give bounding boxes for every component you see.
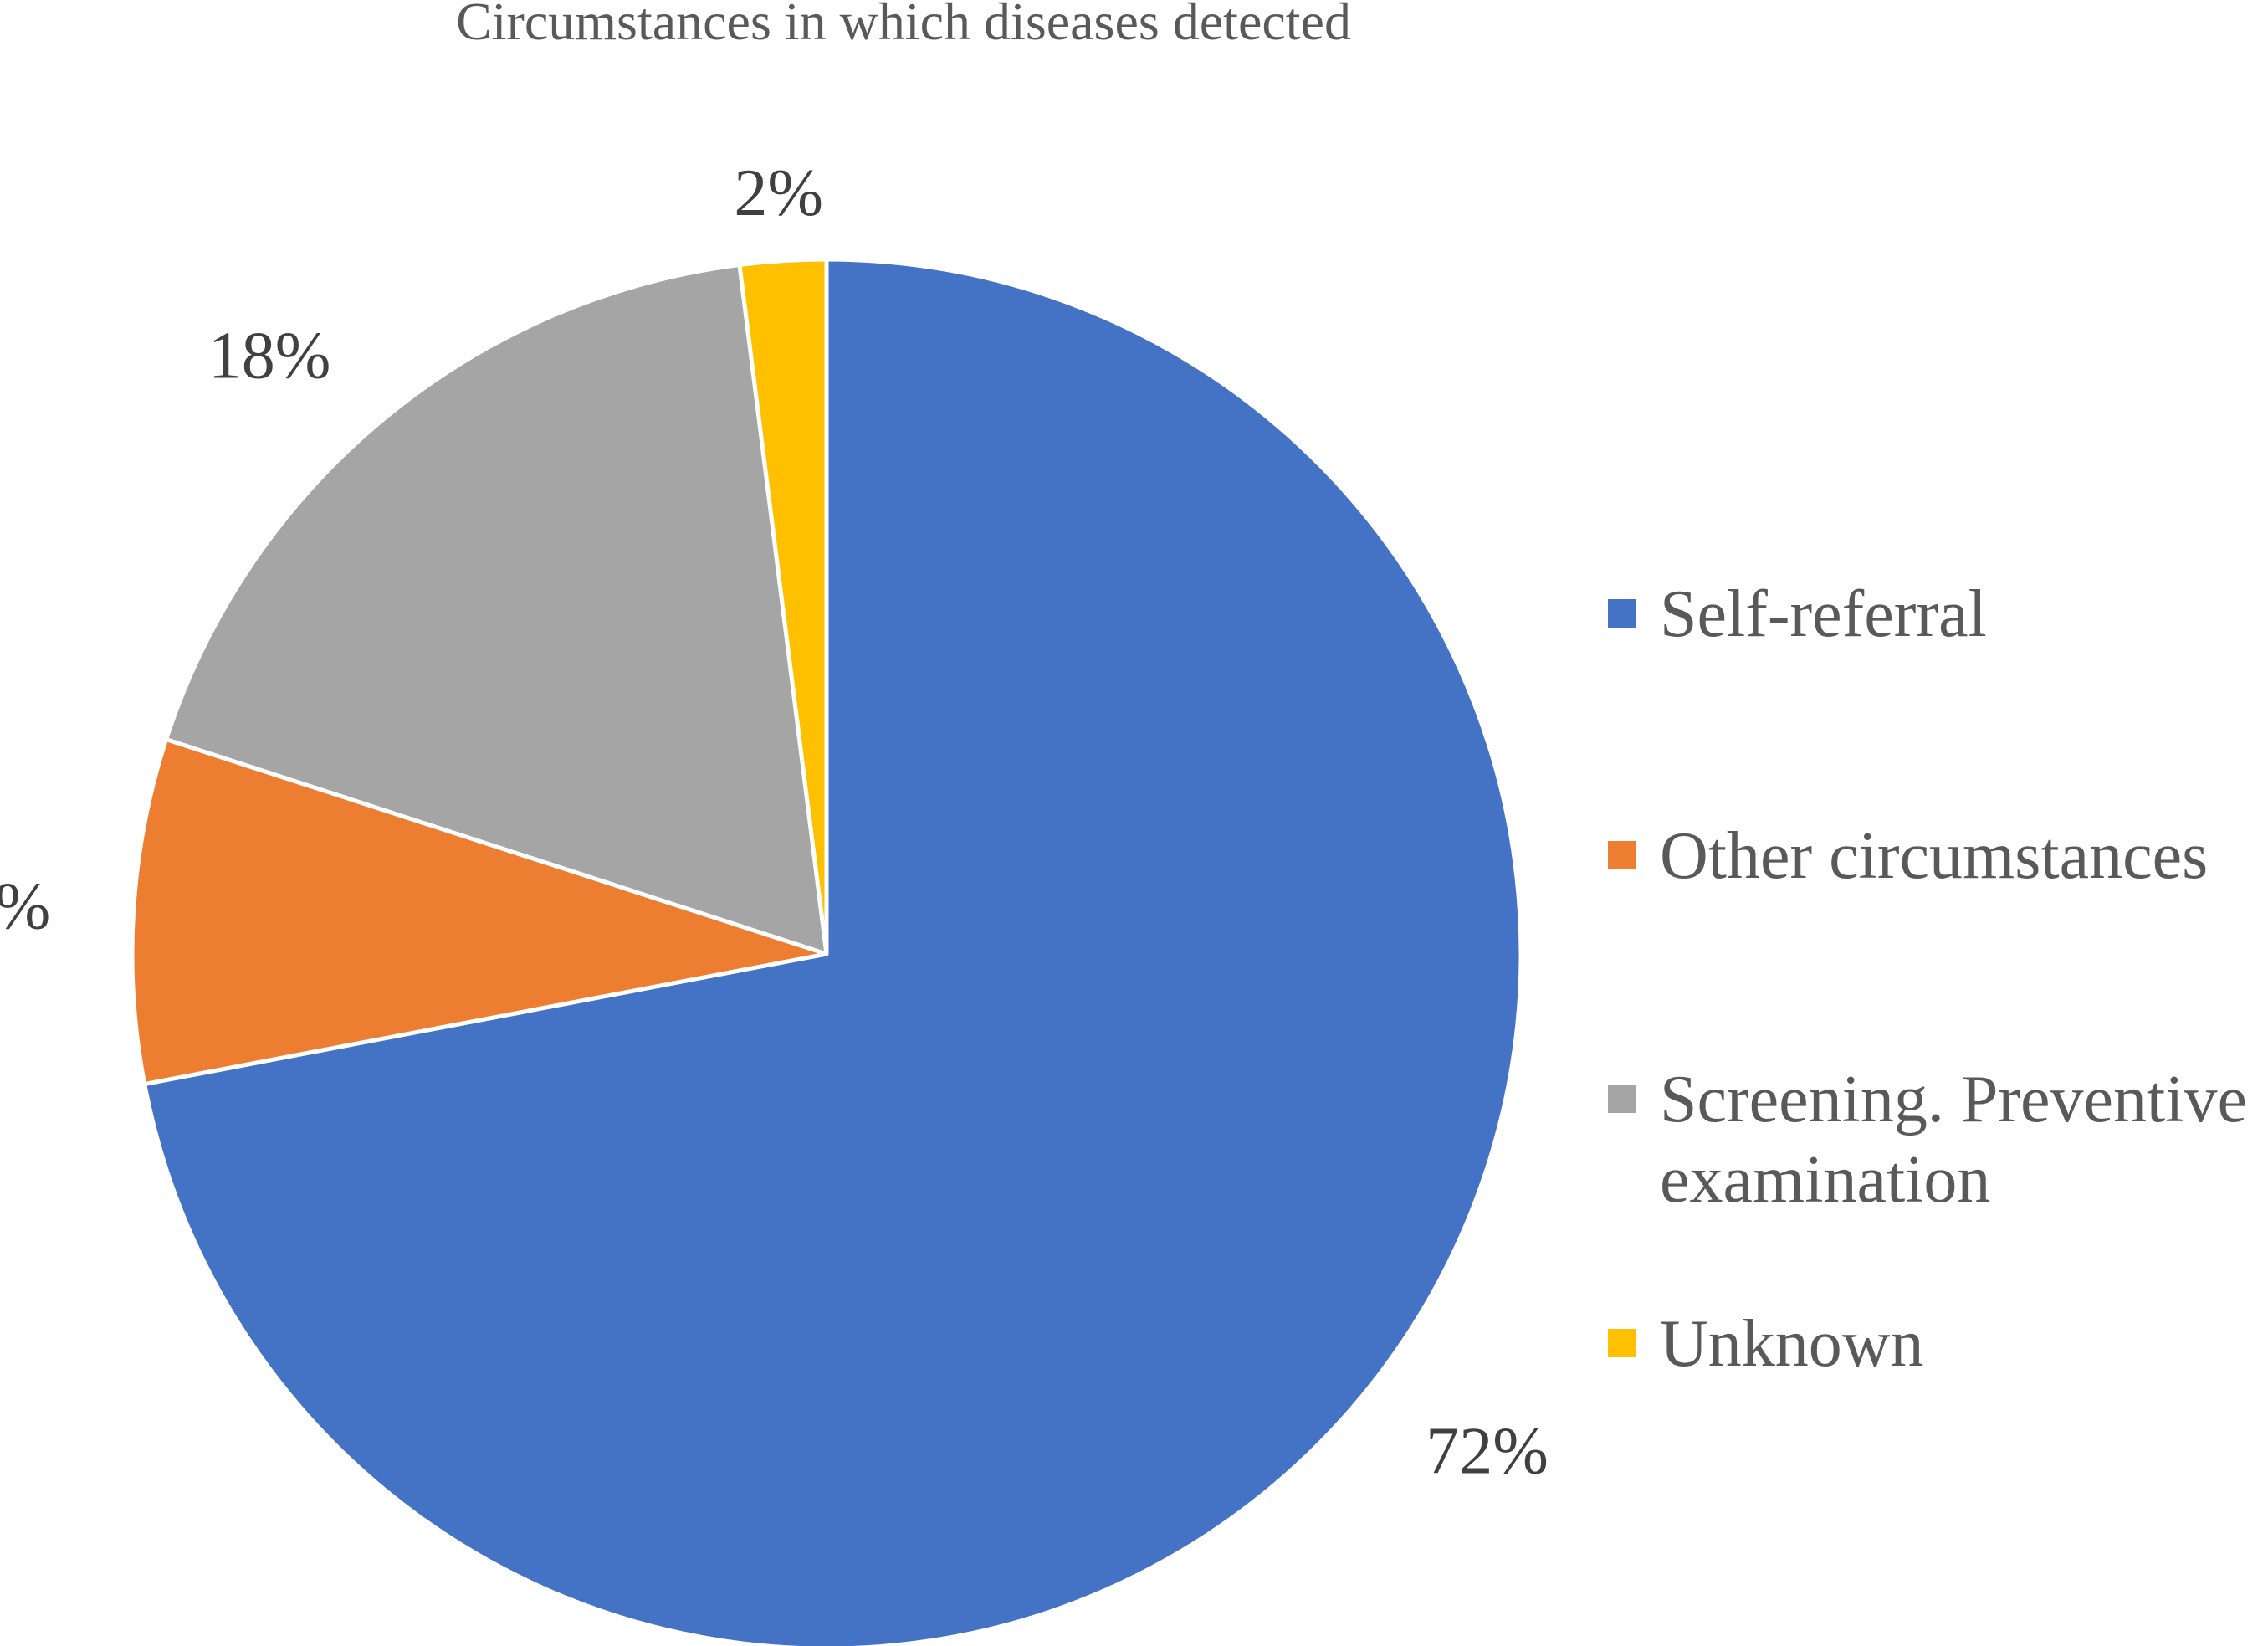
legend-label: Screening. Preventive examination	[1660, 1063, 2247, 1217]
legend-label: Unknown	[1660, 1307, 1924, 1381]
pie-slice-screening-preventive-examination	[164, 263, 829, 956]
legend-item-self-referral: Self-referral	[1608, 577, 1987, 651]
legend-swatch	[1608, 599, 1636, 628]
pie-data-labels: 72% 8% 18% 2%	[0, 156, 1549, 1489]
legend-item-screening-preventive-examination: Screening. Preventive examination	[1608, 1063, 2247, 1217]
chart-title: Circumstances in which diseases detected	[456, 0, 1351, 51]
legend-label: Self-referral	[1660, 577, 1987, 651]
legend-item-unknown: Unknown	[1608, 1307, 1924, 1381]
legend: Self-referral Other circumstances Screenin…	[1608, 577, 2247, 1381]
data-label-unknown: 2%	[734, 156, 823, 230]
pie-slices	[130, 257, 1523, 1646]
legend-swatch	[1608, 1085, 1636, 1113]
legend-swatch	[1608, 841, 1636, 869]
pie-slice-other-circumstances	[130, 737, 829, 1087]
data-label-screening-preventive-examination: 18%	[208, 320, 331, 393]
pie-slice-unknown	[737, 257, 829, 956]
data-label-self-referral: 72%	[1426, 1415, 1549, 1489]
data-label-other-circumstances: 8%	[0, 870, 50, 944]
legend-label: Other circumstances	[1660, 819, 2208, 893]
pie-slice-self-referral	[142, 257, 1523, 1646]
legend-swatch	[1608, 1329, 1636, 1357]
legend-item-other-circumstances: Other circumstances	[1608, 819, 2208, 893]
